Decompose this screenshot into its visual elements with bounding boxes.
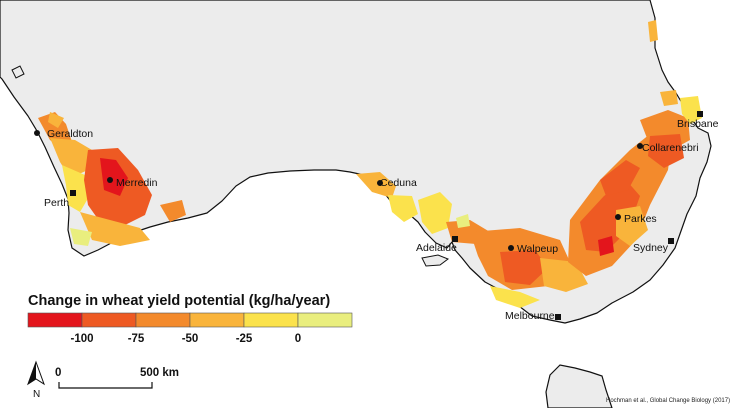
region-wa-merredin (100, 158, 128, 196)
tasmania (545, 364, 613, 408)
region-nsw-collarenebri (648, 134, 684, 168)
legend-tick-5: 0 (295, 333, 301, 345)
city-perth: Perth (44, 190, 76, 209)
city-parkes: Parkes (615, 213, 657, 225)
city-melbourne: Melbourne (505, 310, 561, 322)
region-nsw-red (598, 236, 614, 256)
city-label-ceduna: Ceduna (380, 177, 417, 189)
legend-swatch-4 (189, 312, 245, 328)
region-vic-south (490, 286, 540, 308)
legend-swatch-3 (135, 312, 191, 328)
legend-tick-3: -50 (182, 333, 199, 345)
region-qld-brisbane (680, 96, 702, 124)
region-sa-yorke (418, 192, 452, 234)
legend-title: Change in wheat yield potential (kg/ha/y… (28, 293, 330, 309)
region-wa-southeast (160, 200, 186, 222)
north-label: N (33, 389, 40, 400)
legend-swatch-5 (243, 312, 299, 328)
city-dot-merredin (107, 177, 113, 183)
scale-bar-line (58, 382, 153, 389)
city-walpeup: Walpeup (508, 243, 558, 255)
city-collarenebri: Collarenebri (637, 142, 699, 154)
city-square-adelaide (452, 236, 458, 242)
city-label-collarenebri: Collarenebri (642, 142, 699, 154)
scale-end-label: 500 km (140, 367, 179, 379)
city-label-brisbane: Brisbane (677, 118, 719, 130)
north-arrow-half-icon (28, 362, 36, 384)
city-label-adelaide: Adelaide (416, 242, 457, 254)
region-sa-ceduna (356, 172, 396, 198)
region-wa-lightgreen (70, 228, 92, 246)
region-qld-far (648, 20, 658, 42)
legend-tick-1: -100 (70, 333, 93, 345)
legend-colorbar (27, 312, 353, 328)
region-nsw-west (600, 160, 640, 196)
region-wa-yellow (62, 165, 90, 212)
legend: Change in wheat yield potential (kg/ha/y… (27, 293, 353, 345)
city-square-melbourne (555, 314, 561, 320)
city-dot-ceduna (377, 180, 383, 186)
city-label-sydney: Sydney (633, 242, 669, 254)
region-vic-walpeup (500, 250, 548, 285)
city-label-geraldton: Geraldton (47, 128, 93, 140)
wheat-belt-regions (38, 20, 702, 308)
scale-bar: 0 500 km (55, 367, 179, 389)
city-ceduna: Ceduna (377, 177, 417, 189)
city-adelaide: Adelaide (416, 236, 458, 254)
region-wa-geraldton (50, 138, 92, 178)
region-wa-south (80, 212, 150, 246)
city-dot-walpeup (508, 245, 514, 251)
city-geraldton: Geraldton (34, 128, 93, 140)
city-label-merredin: Merredin (116, 177, 158, 189)
city-square-sydney (668, 238, 674, 244)
kangaroo-island (421, 254, 450, 267)
city-square-brisbane (697, 111, 703, 117)
city-dot-collarenebri (637, 143, 643, 149)
small-island-west (11, 65, 25, 79)
region-sa-lightgreen (456, 214, 470, 228)
city-label-melbourne: Melbourne (505, 310, 555, 322)
region-wa-coast (48, 112, 64, 128)
city-markers: Geraldton Merredin Perth Ceduna Adelaide… (34, 111, 719, 322)
city-dot-geraldton (34, 130, 40, 136)
scale-start-label: 0 (55, 367, 61, 379)
north-arrow: N (27, 360, 45, 400)
city-sydney: Sydney (633, 238, 674, 254)
legend-tick-4: -25 (236, 333, 253, 345)
legend-swatch-2 (81, 312, 137, 328)
legend-swatch-1 (27, 312, 83, 328)
city-label-perth: Perth (44, 197, 69, 209)
legend-tick-2: -75 (128, 333, 145, 345)
region-qld-north (660, 90, 678, 106)
city-label-parkes: Parkes (624, 213, 657, 225)
city-merredin: Merredin (107, 177, 158, 189)
legend-swatch-6 (297, 312, 353, 328)
region-sa-eyre (388, 195, 418, 222)
city-brisbane: Brisbane (677, 111, 719, 130)
credit-text: Hochman et al., Global Change Biology (2… (606, 398, 730, 404)
region-nsw-inner (580, 180, 640, 252)
city-square-perth (70, 190, 76, 196)
region-nsw-parkes (616, 206, 648, 246)
city-dot-parkes (615, 214, 621, 220)
city-label-walpeup: Walpeup (517, 243, 558, 255)
